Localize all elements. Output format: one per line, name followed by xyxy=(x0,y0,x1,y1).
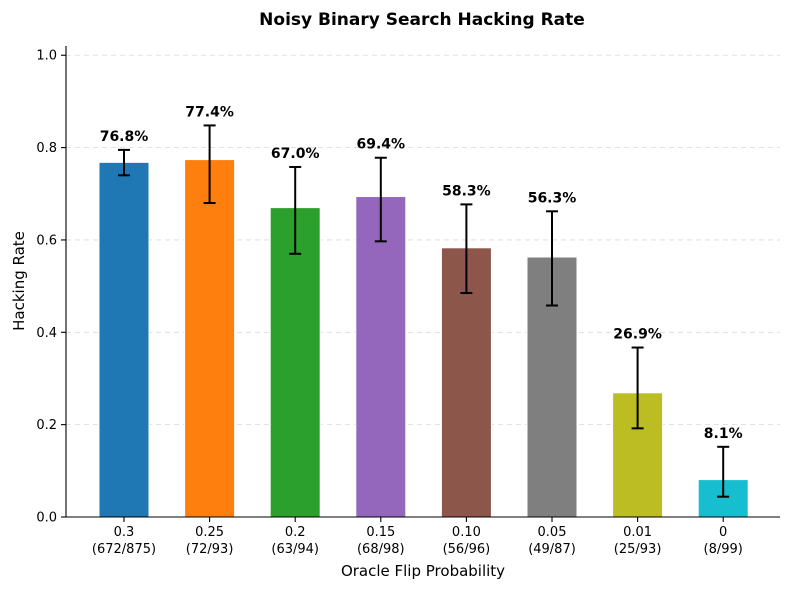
x-axis-label: Oracle Flip Probability xyxy=(341,562,505,580)
x-tick-label: 0.05 xyxy=(538,525,567,540)
data-label: 26.9% xyxy=(613,327,662,343)
axes xyxy=(65,46,780,518)
y-tick-label: 0.6 xyxy=(36,233,57,248)
data-label: 58.3% xyxy=(442,183,491,199)
x-tick-label: 0.10 xyxy=(452,525,481,540)
y-axis-label: Hacking Rate xyxy=(10,231,28,331)
bar xyxy=(269,207,321,518)
y-tick-label: 0.4 xyxy=(36,326,57,341)
x-tick-count: (63/94) xyxy=(271,542,319,557)
bar xyxy=(355,196,407,518)
data-label: 69.4% xyxy=(357,137,406,153)
bar xyxy=(98,161,150,518)
x-tick-label: 0.15 xyxy=(366,525,395,540)
x-tick-label: 0.2 xyxy=(285,525,306,540)
y-tick-label: 1.0 xyxy=(36,49,57,64)
x-tick-count: (56/96) xyxy=(443,542,491,557)
data-label: 77.4% xyxy=(185,104,234,120)
x-tick-count: (25/93) xyxy=(614,542,662,557)
data-label: 76.8% xyxy=(100,129,149,145)
x-tick-label: 0.3 xyxy=(114,525,135,540)
x-tick-count: (8/99) xyxy=(704,542,743,557)
x-tick-label: 0 xyxy=(719,525,727,540)
x-tick-count: (672/875) xyxy=(92,542,156,557)
data-label: 67.0% xyxy=(271,146,320,162)
x-ticks: 0.3 (672/875) 0.25 (72/93) 0.2 (63/94) 0.15 (68… xyxy=(92,517,743,557)
error-bars xyxy=(118,124,730,498)
x-tick-label: 0.01 xyxy=(623,525,652,540)
x-tick-label: 0.25 xyxy=(195,525,224,540)
grid xyxy=(66,54,780,426)
x-tick-count: (49/87) xyxy=(528,542,576,557)
x-tick-count: (72/93) xyxy=(186,542,234,557)
y-tick-label: 0.2 xyxy=(36,418,57,433)
data-label: 56.3% xyxy=(528,190,577,206)
y-tick-label: 0.0 xyxy=(36,511,57,526)
bar xyxy=(184,159,236,518)
y-ticks: 0.0 0.2 0.4 0.6 0.8 1.0 xyxy=(36,49,66,526)
x-tick-count: (68/98) xyxy=(357,542,405,557)
y-tick-label: 0.8 xyxy=(36,141,57,156)
data-label: 8.1% xyxy=(704,426,743,442)
data-labels: 76.8% 77.4% 67.0% 69.4% 58.3% 56.3% 26.9% 8.1% xyxy=(100,104,743,441)
chart-title: Noisy Binary Search Hacking Rate xyxy=(259,10,585,30)
